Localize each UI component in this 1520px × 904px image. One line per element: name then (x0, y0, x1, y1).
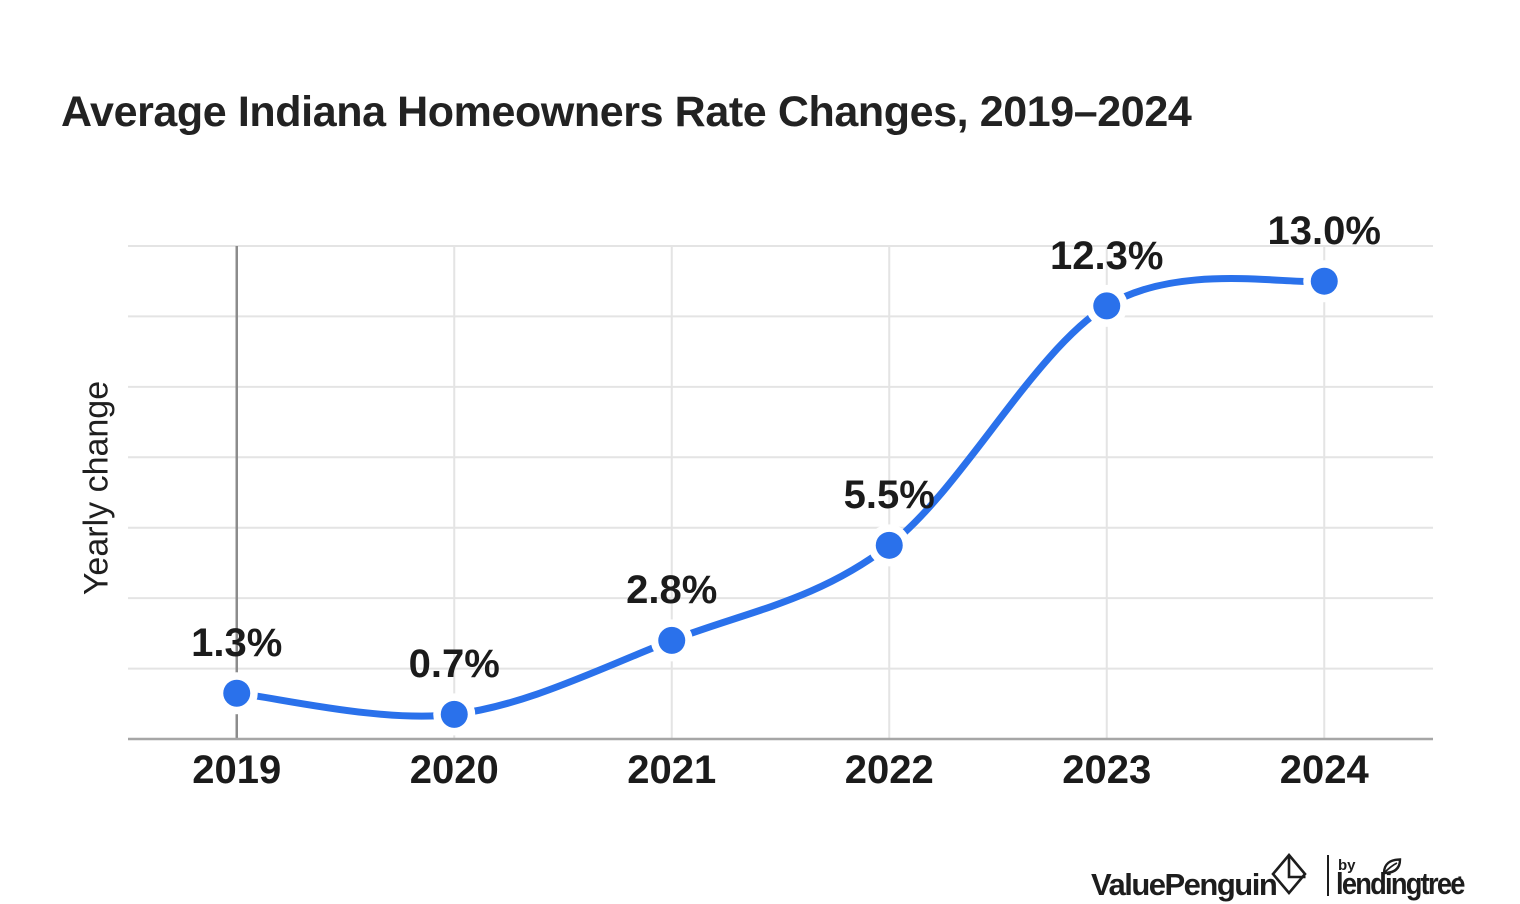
trend-line (233, 275, 1328, 720)
x-axis-label-2021: 2021 (627, 748, 717, 792)
x-axis-label-2024: 2024 (1279, 748, 1369, 792)
chart-title: Average Indiana Homeowners Rate Changes,… (61, 88, 1192, 136)
data-point-2019 (223, 679, 251, 707)
data-label-2022: 5.5% (843, 473, 935, 518)
data-label-2020: 0.7% (408, 642, 500, 687)
data-point-2023 (1093, 292, 1121, 320)
data-label-2019: 1.3% (191, 621, 283, 666)
x-axis-label-2022: 2022 (844, 748, 934, 792)
data-label-2024: 13.0% (1267, 209, 1381, 254)
data-point-2020 (440, 700, 468, 728)
data-label-2023: 12.3% (1050, 233, 1164, 278)
x-axis-label-2019: 2019 (192, 748, 282, 792)
data-point-2021 (658, 626, 686, 654)
x-axis-label-2020: 2020 (409, 748, 499, 792)
data-label-2021: 2.8% (626, 568, 718, 613)
data-point-2024 (1310, 267, 1338, 295)
data-point-2022 (875, 531, 903, 559)
x-axis-label-2023: 2023 (1062, 748, 1152, 792)
